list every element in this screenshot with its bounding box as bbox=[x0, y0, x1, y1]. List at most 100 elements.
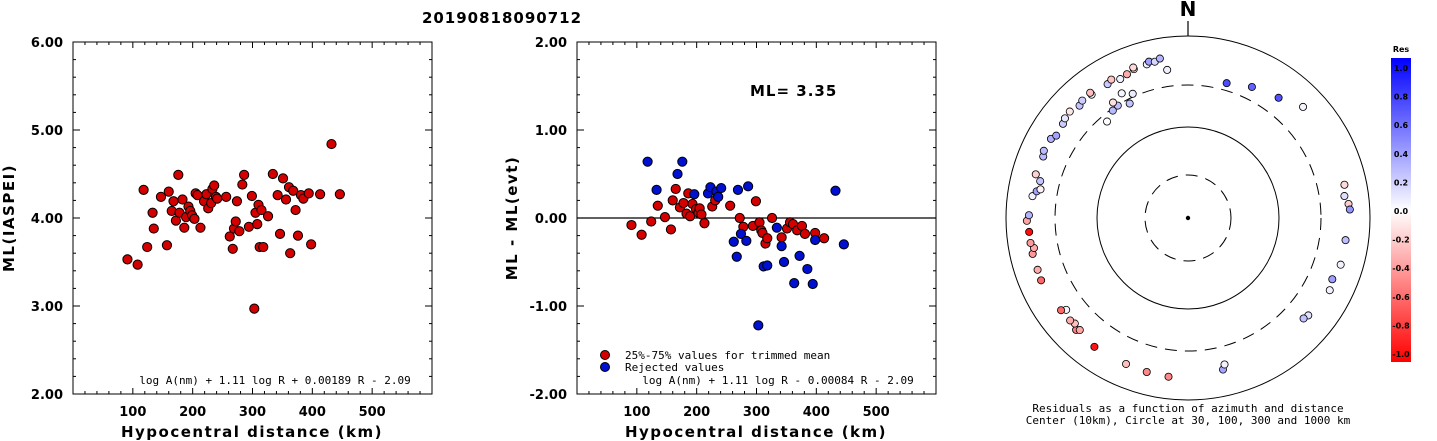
polar-point bbox=[1341, 236, 1350, 245]
x-tick-labels-2: 100 200 300 400 500 bbox=[623, 405, 889, 420]
epicenter-marker bbox=[1185, 215, 1191, 221]
y-tick-label: 4.00 bbox=[31, 212, 63, 227]
data-point bbox=[252, 219, 263, 230]
y-tick-label: 2.00 bbox=[535, 36, 567, 51]
y-axis-label-2: ML - ML(evt) bbox=[503, 156, 521, 280]
data-point bbox=[122, 254, 133, 265]
data-point bbox=[659, 212, 671, 223]
data-point bbox=[326, 138, 337, 150]
data-point bbox=[258, 241, 269, 253]
polar-point bbox=[1109, 98, 1118, 107]
data-point bbox=[778, 256, 790, 268]
plot-frame-1 bbox=[72, 41, 433, 395]
polar-point bbox=[1025, 227, 1034, 236]
data-point bbox=[766, 212, 778, 224]
data-point bbox=[290, 204, 301, 216]
data-point bbox=[280, 194, 292, 205]
data-point bbox=[789, 278, 800, 289]
data-point bbox=[651, 184, 662, 195]
colorbar-label: 0.2 bbox=[1394, 178, 1408, 187]
colorbar-label: 0.4 bbox=[1394, 150, 1409, 159]
data-point bbox=[646, 216, 657, 227]
data-point bbox=[274, 228, 286, 239]
data-point bbox=[799, 228, 811, 239]
polar-point bbox=[1052, 131, 1061, 140]
data-point bbox=[237, 179, 248, 190]
data-point bbox=[306, 239, 317, 250]
polar-point bbox=[1340, 192, 1349, 201]
panel-azimuth-residuals: N Residuals as a function of azimuth and… bbox=[1005, 0, 1371, 427]
legend-label-rejected: Rejected values bbox=[625, 361, 724, 374]
polar-point bbox=[1122, 359, 1131, 368]
x-tick-label: 100 bbox=[623, 405, 650, 420]
y-tick-labels-2: -2.00 -1.00 0.00 1.00 2.00 bbox=[530, 36, 567, 403]
polar-point bbox=[1129, 63, 1138, 72]
y-tick-labels-1: 2.00 3.00 4.00 5.00 6.00 bbox=[31, 36, 63, 403]
colorbar-labels: 1.0 0.8 0.6 0.4 0.2 0.0 -0.2 -0.4 -0.6 -0.8 -1.0 bbox=[1392, 64, 1410, 359]
data-point bbox=[743, 181, 754, 192]
data-point bbox=[732, 184, 744, 195]
polar-point bbox=[1036, 177, 1045, 186]
data-point bbox=[642, 156, 653, 167]
data-point bbox=[689, 189, 700, 200]
data-point bbox=[315, 189, 326, 200]
data-point bbox=[665, 224, 677, 235]
x-tick-label: 100 bbox=[119, 405, 146, 420]
data-point bbox=[677, 156, 688, 167]
y-tick-label: 0.00 bbox=[535, 212, 567, 227]
polar-point bbox=[1164, 372, 1173, 381]
data-point bbox=[670, 183, 681, 195]
polar-point bbox=[1117, 89, 1126, 98]
data-point bbox=[728, 236, 739, 247]
data-point bbox=[212, 193, 223, 204]
data-point bbox=[753, 320, 764, 331]
data-point bbox=[177, 194, 188, 205]
data-point bbox=[272, 190, 283, 201]
data-point bbox=[221, 191, 232, 202]
data-point bbox=[771, 222, 782, 233]
data-point bbox=[163, 186, 174, 197]
y-tick-label: 2.00 bbox=[31, 388, 63, 403]
polar-point bbox=[1108, 106, 1117, 115]
polar-point bbox=[1103, 117, 1112, 126]
x-tick-label: 500 bbox=[863, 405, 890, 420]
polar-point bbox=[1325, 286, 1334, 295]
data-point bbox=[148, 223, 159, 234]
legend-swatch-rejected bbox=[600, 362, 610, 372]
data-point bbox=[636, 229, 647, 240]
data-point bbox=[262, 211, 274, 222]
polar-point bbox=[1107, 75, 1116, 84]
data-point bbox=[277, 173, 289, 184]
data-point bbox=[189, 213, 200, 224]
x-tick-label: 400 bbox=[299, 405, 326, 420]
polar-point bbox=[1086, 88, 1095, 97]
polar-point bbox=[1036, 185, 1045, 194]
colorbar-label: -1.0 bbox=[1392, 350, 1410, 359]
axis-ticks-2 bbox=[577, 41, 936, 395]
data-point bbox=[227, 243, 238, 254]
y-tick-label: 1.00 bbox=[535, 124, 567, 139]
data-point bbox=[819, 233, 830, 244]
colorbar-label: 0.6 bbox=[1394, 121, 1409, 130]
colorbar-label: 0.8 bbox=[1394, 93, 1409, 102]
polar-point bbox=[1060, 114, 1069, 123]
x-tick-label: 200 bbox=[683, 405, 710, 420]
data-point bbox=[132, 259, 143, 270]
x-tick-label: 200 bbox=[179, 405, 206, 420]
polar-point bbox=[1299, 314, 1308, 323]
y-tick-label: 5.00 bbox=[31, 124, 63, 139]
colorbar-label: -0.2 bbox=[1392, 236, 1410, 245]
data-point bbox=[652, 200, 663, 211]
data-point bbox=[239, 169, 250, 180]
colorbar-label: -0.6 bbox=[1392, 293, 1410, 302]
x-tick-labels-1: 100 200 300 400 500 bbox=[119, 405, 385, 420]
ml-value-label: ML= 3.35 bbox=[750, 82, 837, 100]
polar-point bbox=[1336, 260, 1345, 269]
data-point bbox=[230, 216, 241, 227]
data-point bbox=[776, 232, 787, 243]
ring-30km bbox=[1144, 174, 1232, 262]
data-point bbox=[303, 188, 314, 199]
data-point bbox=[672, 168, 683, 180]
data-point bbox=[246, 190, 258, 202]
data-point bbox=[830, 185, 841, 196]
